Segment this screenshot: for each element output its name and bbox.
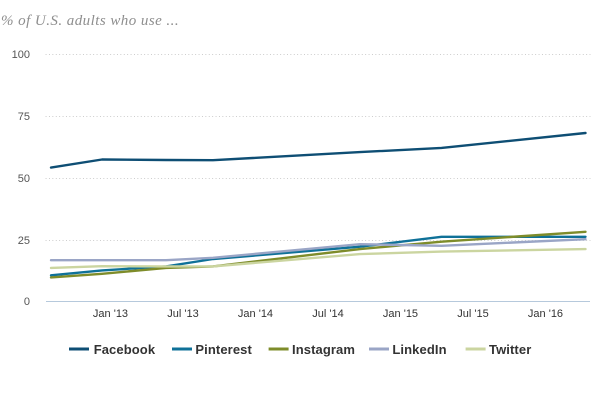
svg-text:Jan '16: Jan '16 [528, 308, 563, 320]
svg-text:LinkedIn: LinkedIn [392, 342, 446, 357]
svg-text:Jan '15: Jan '15 [383, 308, 418, 320]
svg-text:Jul '13: Jul '13 [167, 308, 198, 320]
svg-text:25: 25 [18, 235, 30, 247]
svg-text:Facebook: Facebook [94, 342, 156, 357]
svg-text:75: 75 [18, 111, 30, 123]
svg-text:Instagram: Instagram [292, 342, 355, 357]
svg-text:0: 0 [24, 296, 30, 308]
svg-text:Jul '14: Jul '14 [312, 308, 343, 320]
svg-text:50: 50 [18, 173, 30, 185]
svg-text:Pinterest: Pinterest [195, 342, 252, 357]
svg-text:Jan '14: Jan '14 [238, 308, 273, 320]
svg-text:Jan '13: Jan '13 [93, 308, 128, 320]
svg-text:Jul '15: Jul '15 [457, 308, 488, 320]
svg-text:100: 100 [12, 49, 30, 61]
svg-text:% of U.S. adults who use ...: % of U.S. adults who use ... [1, 13, 179, 29]
svg-text:Twitter: Twitter [489, 342, 531, 357]
